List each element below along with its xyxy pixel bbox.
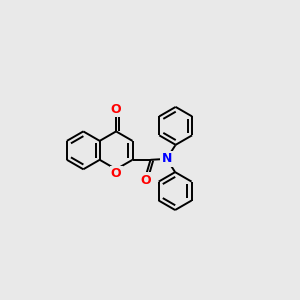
Text: N: N (161, 152, 172, 165)
Text: O: O (111, 103, 122, 116)
Text: O: O (140, 174, 151, 187)
Text: O: O (111, 167, 122, 180)
